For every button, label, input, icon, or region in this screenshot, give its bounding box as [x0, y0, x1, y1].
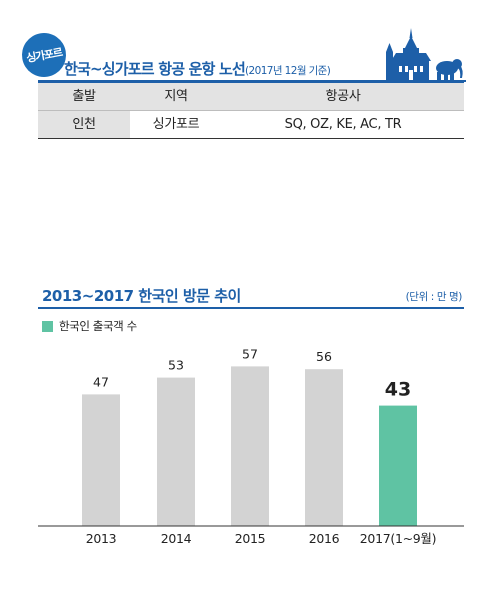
table-header-row: 출발 지역 항공사	[38, 83, 464, 111]
table-header-departure: 출발	[72, 89, 96, 104]
bar-2016	[305, 369, 343, 526]
x-tick-label-2017(1~9월): 2017(1~9월)	[360, 531, 436, 546]
labels-layer: 47 2013 53 2014 57 2015 56 2016 43 2017(1~9월)	[86, 346, 437, 546]
data-label-2016: 56	[316, 349, 332, 364]
bar-2014	[157, 377, 195, 526]
x-tick-label-2015: 2015	[235, 531, 266, 546]
data-label-2013: 47	[93, 374, 109, 389]
route-section: 싱가포르 한국~싱가포르 항공 운항 노선(2017년 12월 기준)	[0, 0, 478, 150]
table-cell-region: 싱가포르	[152, 117, 200, 132]
x-tick-label-2014: 2014	[161, 531, 192, 546]
chart-title: 2013~2017 한국인 방문 추이	[42, 287, 241, 305]
legend-label: 한국인 출국객 수	[59, 319, 137, 333]
x-tick-label-2016: 2016	[309, 531, 340, 546]
table-cell-airlines: SQ, OZ, KE, AC, TR	[284, 117, 402, 132]
data-label-2014: 53	[168, 358, 184, 373]
table-top-rule	[38, 80, 464, 83]
legend-swatch	[42, 320, 53, 332]
table-header-airlines: 항공사	[325, 89, 361, 104]
table-row: 인천 싱가포르 SQ, OZ, KE, AC, TR	[38, 111, 464, 139]
bars-layer	[82, 366, 417, 526]
route-title-note: (2017년 12월 기준)	[245, 65, 331, 77]
table-cell-departure: 인천	[38, 111, 130, 138]
data-label-2017(1~9월): 43	[385, 379, 411, 401]
data-label-2015: 57	[242, 346, 258, 361]
chart-top-rule	[38, 307, 464, 309]
bar-2013	[82, 394, 120, 526]
x-tick-label-2013: 2013	[86, 531, 117, 546]
chart-legend: 한국인 출국객 수	[42, 318, 137, 334]
route-table-title: 한국~싱가포르 항공 운항 노선(2017년 12월 기준)	[64, 58, 331, 79]
route-title-text: 한국~싱가포르 항공 운항 노선	[64, 60, 246, 78]
bar-2017(1~9월)	[379, 405, 417, 526]
chart-unit-note: (단위 : 만 명)	[405, 291, 463, 303]
table-header-region: 지역	[164, 89, 188, 104]
bar-2015	[231, 366, 269, 526]
